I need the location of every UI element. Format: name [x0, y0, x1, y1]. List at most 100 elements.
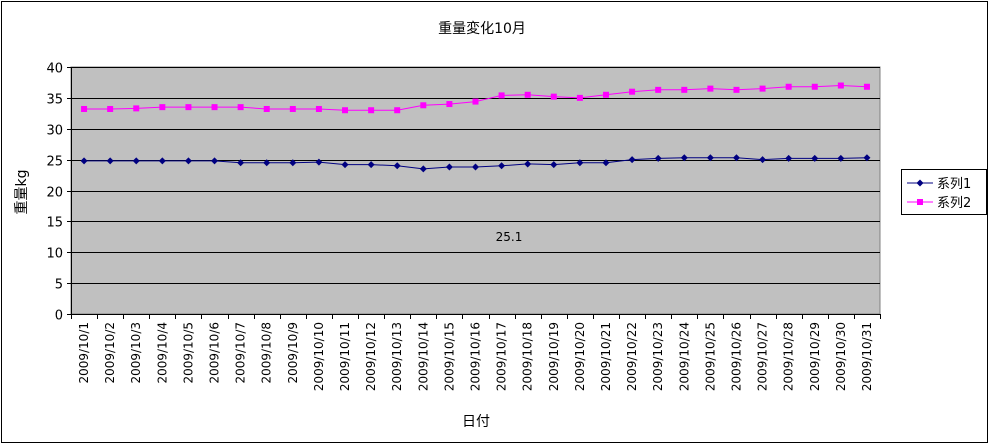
x-tick-label: 2009/10/14	[416, 322, 430, 391]
x-tick-label: 2009/10/29	[808, 322, 822, 391]
data-point	[132, 157, 140, 165]
y-tick-label: 10	[46, 247, 63, 262]
x-tick-label: 2009/10/27	[756, 322, 770, 391]
data-point	[211, 157, 219, 165]
data-point	[811, 83, 818, 90]
x-tick-label: 2009/10/8	[260, 322, 274, 384]
data-point	[289, 105, 296, 112]
data-point	[446, 101, 453, 108]
x-tick-label: 2009/10/31	[860, 322, 874, 391]
plot-background	[70, 66, 881, 315]
x-tick-label: 2009/10/28	[782, 322, 796, 391]
data-point	[811, 154, 819, 162]
x-tick-label: 2009/10/19	[547, 322, 561, 391]
x-tick-label: 2009/10/16	[469, 322, 483, 391]
data-point	[472, 98, 479, 105]
x-tick-label: 2009/10/17	[495, 322, 509, 391]
x-tick-label: 2009/10/9	[286, 322, 300, 384]
x-tick-label: 2009/10/15	[442, 322, 456, 391]
x-tick-label: 2009/10/20	[573, 322, 587, 391]
data-point	[680, 154, 688, 162]
data-point	[628, 156, 636, 164]
legend-marker	[916, 179, 924, 187]
data-point	[394, 107, 401, 114]
data-point	[80, 157, 88, 165]
data-point	[237, 104, 244, 111]
data-point	[707, 85, 714, 92]
data-point	[158, 157, 166, 165]
data-point	[420, 102, 427, 109]
legend-label: 系列2	[937, 196, 971, 211]
data-point	[211, 104, 218, 111]
data-point	[524, 91, 531, 98]
x-tick-label: 2009/10/6	[208, 322, 222, 384]
data-point	[837, 154, 845, 162]
data-point	[106, 157, 114, 165]
data-point	[472, 163, 479, 171]
x-tick-label: 2009/10/5	[181, 322, 195, 384]
data-point	[550, 161, 558, 169]
x-tick-label: 2009/10/4	[155, 322, 169, 384]
legend-label: 系列1	[937, 177, 971, 192]
data-point	[524, 160, 532, 168]
data-point	[341, 161, 349, 169]
data-point	[367, 161, 375, 169]
data-point	[498, 162, 506, 170]
data-point	[315, 105, 322, 112]
x-tick-label: 2009/10/18	[521, 322, 535, 391]
data-point	[263, 159, 271, 167]
data-point	[629, 88, 636, 95]
x-tick-label: 2009/10/22	[625, 322, 639, 391]
data-point	[759, 156, 767, 164]
y-tick-label: 0	[55, 309, 63, 324]
data-point	[393, 162, 401, 170]
x-tick-label: 2009/10/26	[729, 322, 743, 391]
data-point	[602, 91, 609, 98]
x-tick-label: 2009/10/13	[390, 322, 404, 391]
data-point	[184, 157, 192, 165]
data-point	[654, 154, 662, 162]
y-tick-label: 15	[46, 216, 63, 231]
legend-marker	[917, 199, 923, 205]
x-tick-label: 2009/10/7	[234, 322, 248, 384]
data-point	[315, 158, 323, 166]
data-point	[263, 105, 270, 112]
y-axis: 0 5 10 15 20 25 30 35 40	[46, 62, 72, 324]
data-point	[550, 93, 557, 100]
chart-title: 重量変化10月	[438, 20, 526, 37]
series-group	[80, 82, 871, 173]
data-point	[706, 154, 714, 162]
x-axis-title: 日付	[462, 414, 490, 430]
x-axis: 2009/10/1 2009/10/2 2009/10/3 2009/10/4 2009…	[71, 314, 881, 391]
data-point	[237, 159, 245, 167]
y-axis-title: 重量kg	[14, 170, 30, 215]
data-point	[81, 105, 88, 112]
data-point	[185, 104, 192, 111]
data-point	[863, 154, 871, 162]
data-point	[159, 104, 166, 111]
data-point	[785, 83, 792, 90]
y-tick-label: 5	[55, 278, 63, 293]
legend-box	[901, 169, 987, 215]
data-point	[732, 154, 740, 162]
y-tick-label: 20	[46, 186, 63, 201]
data-point	[419, 165, 427, 173]
data-point	[498, 92, 505, 99]
x-tick-label: 2009/10/12	[364, 322, 378, 391]
x-tick-label: 2009/10/25	[703, 322, 717, 391]
data-point	[289, 159, 297, 167]
x-tick-label: 2009/10/24	[677, 322, 691, 391]
data-point	[342, 107, 349, 114]
y-tick-label: 40	[46, 62, 63, 77]
y-tick-label: 25	[46, 155, 63, 170]
data-point	[602, 159, 610, 167]
x-tick-label: 2009/10/2	[103, 322, 117, 384]
y-tick-label: 35	[46, 93, 63, 108]
data-point	[863, 83, 870, 90]
data-point	[759, 85, 766, 92]
x-tick-label: 2009/10/21	[599, 322, 613, 391]
x-tick-label: 2009/10/11	[338, 322, 352, 391]
